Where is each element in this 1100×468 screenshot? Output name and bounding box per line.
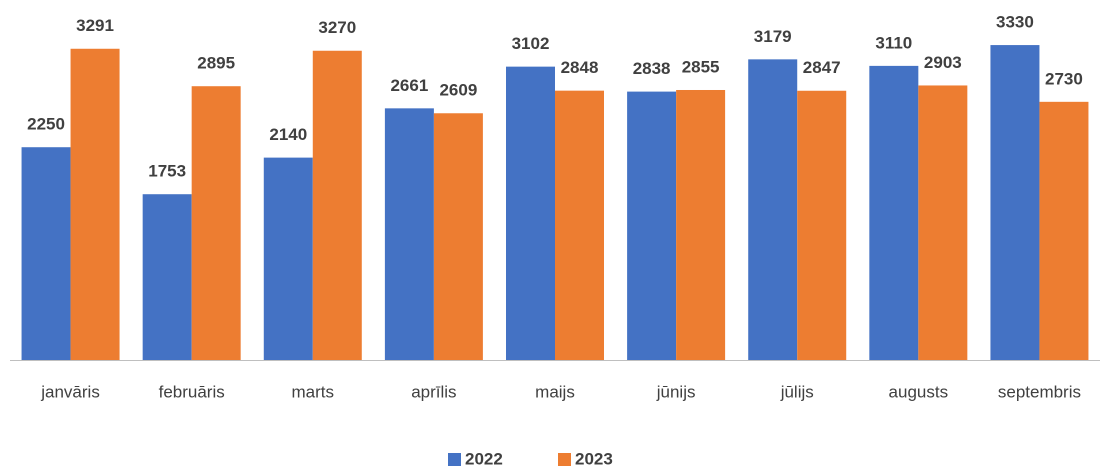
bar	[918, 85, 968, 361]
bar	[676, 89, 726, 361]
bar	[555, 90, 604, 360]
bar	[263, 157, 313, 360]
x-tick-label: septembris	[998, 382, 1081, 401]
data-label: 2847	[803, 58, 841, 77]
data-label: 2838	[633, 59, 671, 78]
x-tick-label: aprīlis	[411, 382, 456, 401]
x-tick-label: marts	[292, 382, 335, 401]
data-label: 2848	[561, 58, 599, 77]
x-tick-label: maijs	[535, 382, 575, 401]
legend-swatch	[448, 453, 461, 466]
data-label: 3110	[875, 33, 912, 52]
data-label: 3291	[76, 16, 114, 35]
data-label: 3270	[318, 18, 356, 37]
bar	[433, 113, 483, 360]
bar	[142, 194, 192, 360]
data-label: 2903	[924, 53, 962, 72]
data-label: 2895	[197, 54, 235, 73]
x-tick-label: jūnijs	[656, 382, 696, 401]
bar	[748, 59, 798, 361]
bar	[797, 90, 847, 361]
bar	[990, 45, 1040, 360]
data-label: 1753	[148, 162, 186, 181]
legend-swatch	[558, 453, 571, 466]
data-label: 3102	[512, 34, 550, 53]
bar	[1039, 101, 1089, 360]
data-label: 2730	[1045, 69, 1083, 88]
bar	[627, 91, 677, 360]
x-tick-label: februāris	[159, 382, 225, 401]
bar	[21, 147, 71, 360]
data-label: 2661	[390, 76, 428, 95]
data-label: 2609	[439, 81, 477, 100]
x-tick-label: augusts	[889, 382, 949, 401]
legend-label: 2022	[465, 449, 503, 468]
legend-label: 2023	[575, 449, 613, 468]
data-label: 2140	[269, 125, 307, 144]
bar	[70, 48, 120, 360]
data-label: 3179	[754, 27, 792, 46]
data-label: 3330	[996, 13, 1034, 32]
bar	[869, 65, 919, 360]
data-label: 2250	[27, 115, 65, 134]
x-tick-label: janvāris	[40, 382, 100, 401]
bar	[312, 50, 362, 360]
bar	[191, 86, 241, 361]
bar	[506, 66, 555, 360]
x-tick-label: jūlijs	[780, 382, 814, 401]
bar	[384, 108, 434, 360]
data-label: 2855	[682, 57, 720, 76]
